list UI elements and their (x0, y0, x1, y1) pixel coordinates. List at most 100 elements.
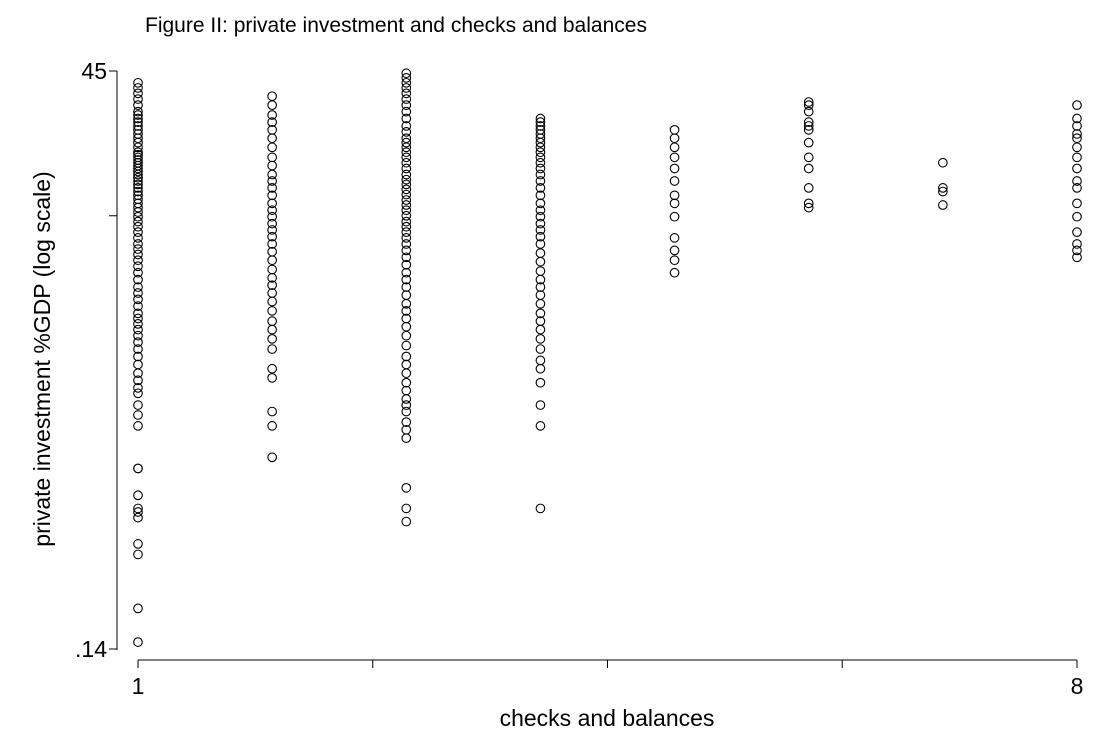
data-point-2-40 (401, 306, 412, 316)
data-point-2-3 (401, 83, 412, 93)
data-point-6-3 (938, 200, 948, 210)
data-point-4-2 (669, 142, 680, 153)
data-point-0-56 (133, 344, 143, 354)
data-point-5-3 (803, 117, 814, 127)
data-point-5-6 (803, 137, 814, 148)
data-point-2-21 (401, 184, 412, 195)
data-point-0-5 (133, 106, 143, 117)
data-point-2-36 (401, 274, 412, 285)
data-point-3-12 (535, 169, 546, 180)
data-point-2-33 (401, 252, 412, 263)
data-point-0-68 (133, 490, 143, 501)
data-point-2-55 (401, 433, 412, 443)
data-point-7-14 (1072, 245, 1082, 256)
data-point-2-7 (401, 106, 412, 117)
data-point-3-14 (535, 183, 546, 193)
data-point-2-39 (401, 298, 412, 309)
data-point-1-17 (267, 225, 277, 235)
data-point-3-34 (535, 344, 546, 354)
data-point-2-57 (401, 503, 412, 514)
data-point-6-0 (938, 157, 948, 168)
data-point-2-53 (401, 417, 412, 427)
data-point-2-13 (401, 142, 412, 153)
data-point-4-0 (669, 125, 680, 135)
data-point-1-31 (267, 344, 277, 354)
data-point-5-7 (803, 152, 814, 163)
data-point-1-29 (267, 324, 277, 335)
data-point-5-1 (803, 100, 814, 110)
data-point-0-1 (133, 83, 143, 93)
data-point-7-5 (1072, 142, 1082, 153)
data-point-0-16 (133, 149, 143, 160)
data-point-0-0 (133, 77, 143, 88)
data-point-0-9 (133, 121, 143, 131)
data-point-2-31 (401, 239, 412, 249)
data-point-0-59 (133, 368, 143, 379)
data-point-1-33 (267, 373, 277, 383)
data-point-1-22 (267, 264, 277, 275)
data-point-0-35 (133, 216, 143, 227)
data-point-3-16 (535, 198, 546, 209)
data-point-3-6 (535, 137, 546, 148)
data-point-0-46 (133, 282, 143, 292)
data-point-7-6 (1072, 152, 1082, 163)
data-point-7-3 (1072, 129, 1082, 139)
data-point-1-26 (267, 296, 277, 307)
data-point-2-56 (401, 483, 412, 493)
data-point-2-47 (401, 368, 412, 379)
data-point-2-0 (401, 68, 412, 79)
data-point-0-51 (133, 313, 143, 324)
y-tick-label-2: .14 (75, 636, 107, 662)
data-point-0-40 (133, 244, 143, 254)
data-point-3-37 (535, 377, 546, 388)
data-point-0-38 (133, 233, 143, 243)
data-point-2-1 (401, 73, 412, 83)
data-point-0-60 (133, 375, 143, 386)
data-point-2-5 (401, 94, 412, 104)
data-point-3-10 (535, 157, 546, 168)
data-point-3-25 (535, 266, 546, 276)
data-point-4-5 (669, 176, 680, 186)
data-point-0-73 (133, 549, 143, 560)
data-point-1-21 (267, 255, 277, 266)
data-point-7-15 (1072, 252, 1082, 263)
data-point-0-75 (133, 637, 143, 647)
data-point-0-61 (133, 383, 143, 393)
data-point-0-39 (133, 239, 143, 249)
x-axis-title: checks and balances (500, 705, 715, 730)
data-point-1-11 (267, 183, 277, 193)
data-point-0-21 (133, 163, 143, 174)
x-tick-label-4: 8 (1071, 673, 1084, 699)
data-point-1-7 (267, 152, 277, 163)
data-point-3-2 (535, 121, 546, 131)
data-point-1-12 (267, 190, 277, 201)
data-point-1-15 (267, 211, 277, 222)
data-point-5-0 (803, 97, 814, 107)
data-point-3-36 (535, 363, 546, 374)
data-point-0-63 (133, 400, 143, 410)
data-point-2-51 (401, 400, 412, 410)
data-point-7-12 (1072, 227, 1082, 237)
data-point-0-64 (133, 410, 143, 420)
data-point-1-27 (267, 306, 277, 316)
data-point-2-20 (401, 179, 412, 190)
data-point-7-9 (1072, 183, 1082, 193)
data-point-0-15 (133, 147, 143, 158)
data-point-0-2 (133, 88, 143, 99)
data-point-2-15 (401, 152, 412, 163)
data-point-4-12 (669, 267, 680, 278)
x-tick-label-0: 1 (132, 673, 145, 699)
data-point-0-57 (133, 351, 143, 362)
data-point-0-41 (133, 249, 143, 260)
data-point-2-45 (401, 351, 412, 362)
data-point-5-9 (803, 183, 814, 193)
data-point-4-1 (669, 133, 680, 144)
data-point-3-40 (535, 503, 546, 514)
data-point-2-18 (401, 169, 412, 180)
data-point-3-19 (535, 218, 546, 229)
data-point-0-70 (133, 507, 143, 517)
data-point-0-71 (133, 512, 143, 523)
data-point-0-52 (133, 319, 143, 329)
data-point-0-55 (133, 337, 143, 347)
